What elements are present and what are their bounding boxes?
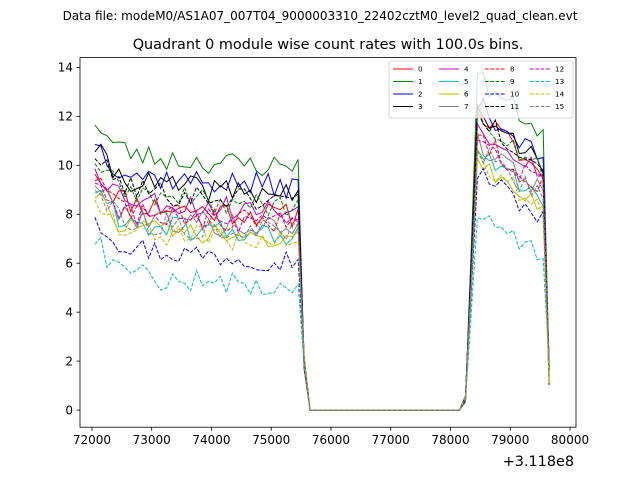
legend-label-13: 13 xyxy=(555,77,564,86)
series-line-10 xyxy=(94,167,550,411)
plot-lines xyxy=(94,72,550,411)
y-axis: 0 2 4 6 8 10 12 14 xyxy=(58,61,80,417)
legend-label-12: 12 xyxy=(555,65,564,74)
y-tick-label: 8 xyxy=(65,208,73,222)
legend-label-9: 9 xyxy=(510,77,515,86)
legend-label-6: 6 xyxy=(464,90,469,99)
series-line-1 xyxy=(94,72,550,411)
y-tick-label: 12 xyxy=(58,110,73,124)
legend-label-1: 1 xyxy=(418,77,423,86)
legend-label-11: 11 xyxy=(510,102,519,111)
series-line-9 xyxy=(94,109,550,411)
series-line-8 xyxy=(94,134,550,411)
suptitle: Data file: modeM0/AS1A07_007T04_90000033… xyxy=(63,9,578,23)
legend-label-8: 8 xyxy=(510,65,515,74)
series-line-5 xyxy=(94,147,550,411)
legend-label-7: 7 xyxy=(464,102,469,111)
chart-title: Quadrant 0 module wise count rates with … xyxy=(133,37,524,53)
series-line-14 xyxy=(94,148,550,411)
x-tick-label: 80000 xyxy=(551,433,589,447)
legend-label-2: 2 xyxy=(418,90,423,99)
plot-frame xyxy=(79,57,577,428)
series-line-6 xyxy=(94,157,550,411)
y-tick-label: 0 xyxy=(65,403,73,417)
x-tick-label: 76000 xyxy=(312,433,350,447)
legend-label-5: 5 xyxy=(464,77,469,86)
series-line-15 xyxy=(94,147,550,411)
legend-label-10: 10 xyxy=(510,90,520,99)
legend-frame xyxy=(388,60,574,119)
legend-label-15: 15 xyxy=(555,102,564,111)
legend-label-14: 14 xyxy=(555,90,565,99)
series-line-3 xyxy=(94,105,550,411)
x-tick-label: 74000 xyxy=(192,433,230,447)
legend-label-0: 0 xyxy=(418,65,423,74)
x-tick-label: 75000 xyxy=(252,433,290,447)
x-axis: 72000 73000 74000 75000 76000 77000 78000 79000… xyxy=(73,427,589,447)
y-tick-label: 4 xyxy=(65,305,73,319)
y-tick-label: 6 xyxy=(65,257,73,271)
series-line-7 xyxy=(94,133,550,411)
legend-label-4: 4 xyxy=(464,65,469,74)
y-tick-label: 2 xyxy=(65,354,73,368)
x-tick-label: 79000 xyxy=(491,433,529,447)
y-tick-label: 14 xyxy=(58,61,73,75)
x-tick-label: 73000 xyxy=(133,433,171,447)
x-tick-label: 77000 xyxy=(372,433,410,447)
x-tick-label: 78000 xyxy=(431,433,469,447)
series-line-0 xyxy=(94,103,550,411)
legend-label-3: 3 xyxy=(418,102,423,111)
x-offset-label: +3.118e8 xyxy=(503,454,574,470)
x-tick-label: 72000 xyxy=(73,433,111,447)
series-line-13 xyxy=(94,214,550,411)
series-line-11 xyxy=(94,111,550,411)
y-tick-label: 10 xyxy=(58,159,73,173)
series-line-4 xyxy=(94,122,550,411)
